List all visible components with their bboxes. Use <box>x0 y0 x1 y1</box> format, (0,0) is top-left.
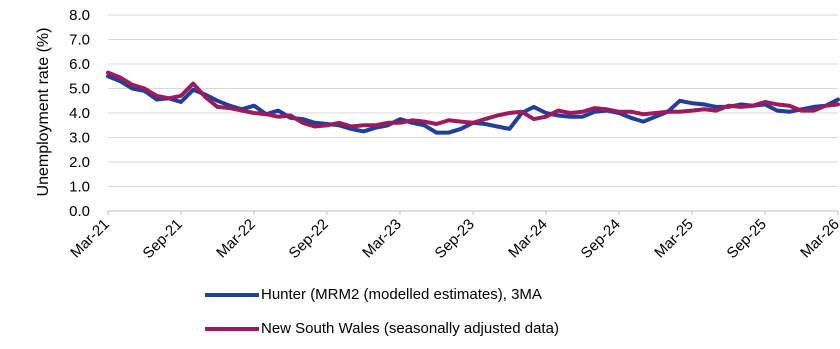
x-tick-label: Sep-22 <box>286 216 332 262</box>
x-axis-ticks: Mar-21 Sep-21 Mar-22 Sep-22 Mar-23 Sep-23 Mar-… <box>67 211 840 262</box>
legend-swatch-hunter <box>205 293 259 297</box>
x-tick-label: Mar-21 <box>67 216 113 262</box>
y-tick-label: 0.0 <box>69 203 90 220</box>
legend-item-hunter: Hunter (MRM2 (modelled estimates), 3MA <box>205 286 542 303</box>
x-tick-label: Mar-22 <box>213 216 259 262</box>
legend-label-hunter: Hunter (MRM2 (modelled estimates), 3MA <box>261 286 542 303</box>
x-tick-label: Sep-25 <box>724 216 770 262</box>
y-tick-label: 8.0 <box>69 7 90 24</box>
x-tick-label: Sep-21 <box>140 216 186 262</box>
y-tick-label: 2.0 <box>69 154 90 171</box>
y-tick-label: 6.0 <box>69 56 90 73</box>
x-tick-label: Mar-23 <box>359 216 405 262</box>
y-tick-label: 4.0 <box>69 105 90 122</box>
x-tick-label: Mar-25 <box>651 216 697 262</box>
x-tick-label: Sep-23 <box>432 216 478 262</box>
y-axis-ticks: 0.0 1.0 2.0 3.0 4.0 5.0 6.0 7.0 8.0 <box>69 7 90 220</box>
legend-item-nsw: New South Wales (seasonally adjusted dat… <box>205 320 559 337</box>
y-tick-label: 7.0 <box>69 32 90 49</box>
y-axis-label: Unemployment rate (%) <box>35 28 52 197</box>
y-tick-label: 1.0 <box>69 179 90 196</box>
series-lines <box>108 73 838 133</box>
x-tick-label: Sep-24 <box>578 216 624 262</box>
x-tick-label: Mar-24 <box>505 216 551 262</box>
legend-swatch-nsw <box>205 327 259 331</box>
y-tick-label: 5.0 <box>69 81 90 98</box>
y-tick-label: 3.0 <box>69 130 90 147</box>
x-tick-label: Mar-26 <box>797 216 840 262</box>
legend-label-nsw: New South Wales (seasonally adjusted dat… <box>261 320 559 337</box>
